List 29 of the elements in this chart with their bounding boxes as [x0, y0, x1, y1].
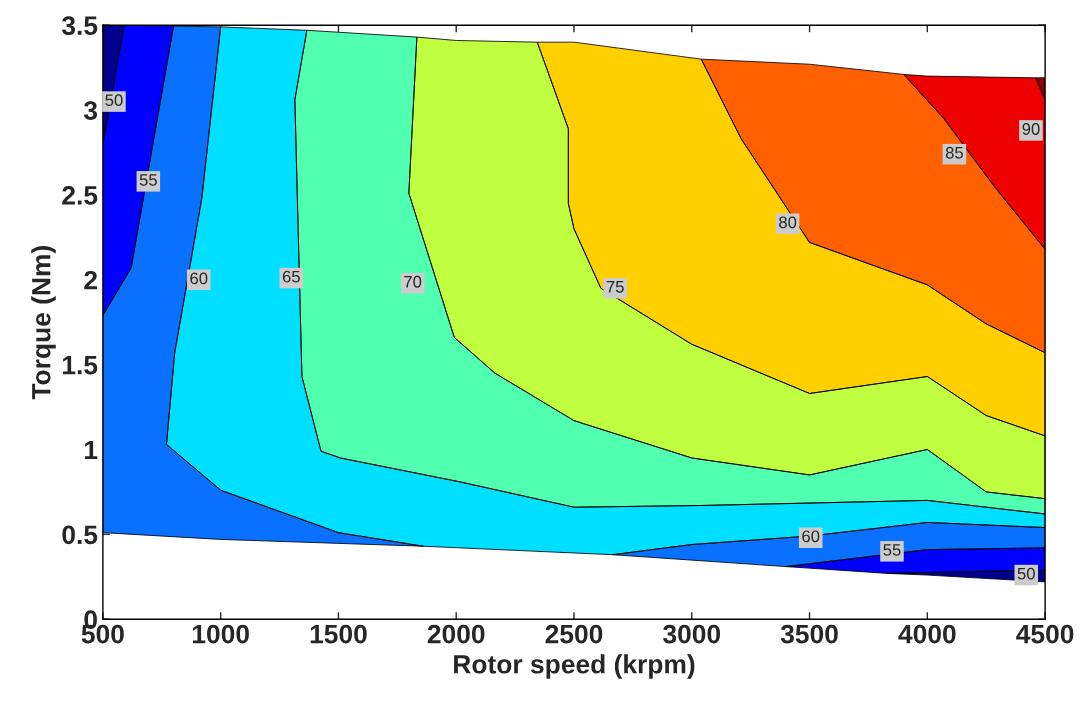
annotation: 60 [802, 530, 820, 543]
annotation: 90 [1022, 123, 1040, 135]
annotation: 80 [779, 216, 797, 229]
x-tick-label: 4500 [1016, 624, 1074, 644]
x-tick-label: 4000 [898, 624, 956, 644]
annotation: 50 [1017, 567, 1035, 580]
y-tick-label: 0.5 [62, 525, 98, 545]
annotation: 70 [404, 275, 422, 288]
y-axis-title: Torque (Nm) [31, 246, 56, 400]
annotation: 55 [883, 544, 901, 556]
y-tick-label: 1 [85, 440, 98, 460]
x-tick-label: 2500 [545, 624, 603, 644]
y-tick-label: 3 [83, 101, 98, 120]
x-tick-label: 3500 [780, 624, 838, 644]
x-tick-label: 1000 [192, 624, 249, 644]
annotation: 55 [139, 174, 157, 186]
y-tick-label: 1.5 [63, 356, 98, 375]
y-tick-label: 3.5 [61, 16, 98, 36]
x-tick-label: 3000 [663, 624, 721, 644]
x-axis-title: Rotor speed (krpm) [454, 654, 695, 679]
annotation: 65 [282, 270, 300, 283]
x-tick-label: 2000 [427, 624, 485, 644]
y-tick-label: 2.5 [62, 186, 98, 205]
annotation: 85 [945, 146, 963, 159]
annotation: 50 [105, 94, 123, 107]
annotation: 60 [190, 272, 208, 285]
x-tick-label: 1500 [310, 624, 367, 644]
annotation: 75 [606, 281, 624, 293]
y-tick-label: 2 [84, 270, 97, 290]
